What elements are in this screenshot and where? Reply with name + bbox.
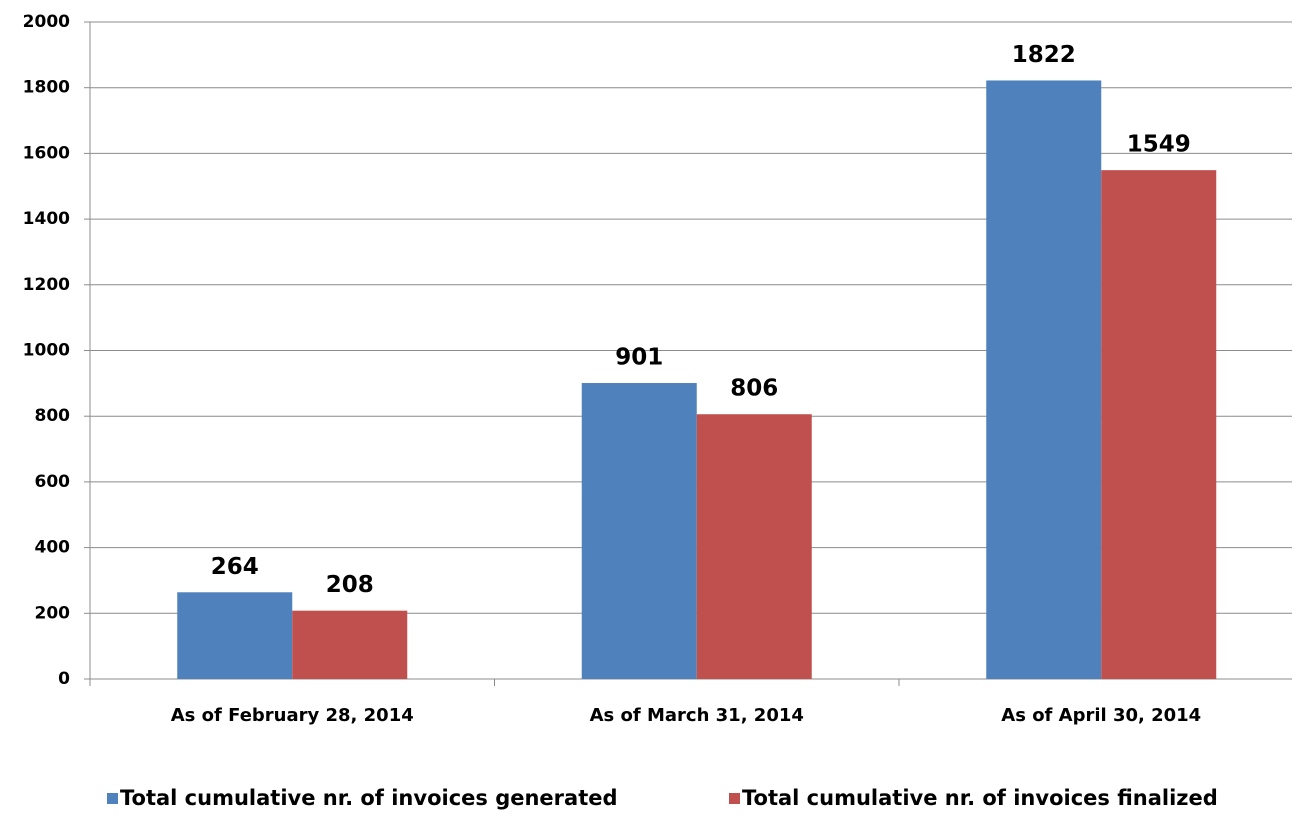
y-tick-label: 1000 [23, 341, 70, 361]
bar [696, 414, 812, 679]
legend-swatch [729, 793, 740, 804]
data-label: 1822 [1012, 42, 1076, 68]
x-tick-label: As of April 30, 2014 [1001, 705, 1201, 726]
y-tick-label: 600 [35, 472, 71, 492]
data-label: 208 [326, 572, 374, 598]
data-label: 264 [211, 554, 259, 580]
data-label: 806 [730, 376, 778, 402]
bar [986, 80, 1102, 679]
x-tick-label: As of March 31, 2014 [590, 705, 804, 726]
legend-swatch [107, 793, 118, 804]
y-tick-label: 200 [35, 603, 71, 623]
y-tick-label: 1600 [23, 143, 70, 163]
data-label: 1549 [1127, 132, 1191, 158]
bar [581, 383, 697, 679]
data-label: 901 [615, 345, 663, 371]
y-tick-label: 400 [35, 538, 71, 558]
y-tick-label: 1400 [23, 209, 70, 229]
y-tick-label: 2000 [23, 12, 70, 32]
y-tick-label: 0 [58, 669, 70, 689]
y-tick-label: 1800 [23, 78, 70, 98]
y-tick-label: 1200 [23, 275, 70, 295]
y-tick-label: 800 [35, 406, 71, 426]
x-tick-label: As of February 28, 2014 [171, 705, 414, 726]
bar [177, 592, 293, 679]
bar [1101, 170, 1217, 679]
bar [292, 610, 408, 679]
legend-label: Total cumulative nr. of invoices generat… [120, 786, 618, 810]
legend-label: Total cumulative nr. of invoices finaliz… [742, 786, 1218, 810]
